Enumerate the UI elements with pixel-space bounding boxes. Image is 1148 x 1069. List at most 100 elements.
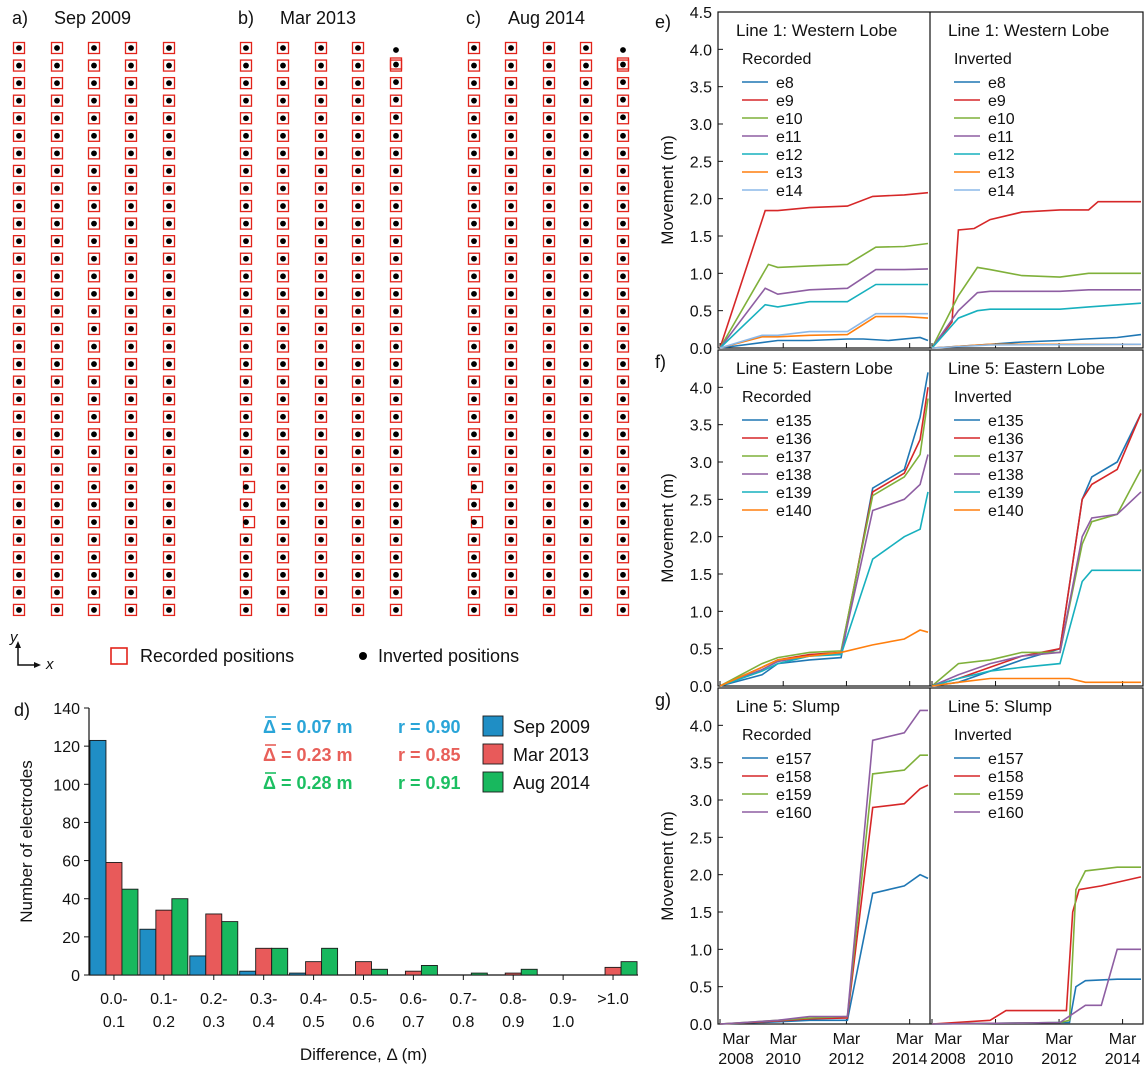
recorded-position-marker bbox=[542, 551, 556, 564]
recorded-position-marker bbox=[579, 586, 593, 599]
inverted-position-marker bbox=[128, 97, 134, 104]
recorded-position-marker bbox=[579, 112, 593, 125]
recorded-position-marker bbox=[124, 252, 138, 265]
subpanel-title: Line 1: Western Lobe bbox=[736, 21, 897, 40]
inverted-position-marker bbox=[355, 607, 361, 613]
movement-panels: e) 0.0 0.5 1.0 1.5 2.0 2.5 3.0 3.5 4.0 4.5 Movement… bbox=[655, 5, 1144, 1068]
recorded-position-marker bbox=[579, 515, 593, 529]
recorded-position-marker bbox=[542, 463, 556, 476]
recorded-position-marker bbox=[239, 375, 253, 388]
inverted-position-marker bbox=[471, 519, 477, 526]
inverted-position-marker bbox=[280, 220, 286, 227]
inverted-position-marker bbox=[583, 185, 589, 192]
recorded-position-marker bbox=[12, 129, 26, 142]
series-line-e8 bbox=[719, 336, 929, 349]
inverted-position-marker bbox=[91, 273, 97, 280]
x-tick-label: 0.6 bbox=[352, 1014, 374, 1031]
inverted-position-marker bbox=[166, 519, 172, 526]
histogram-bar bbox=[520, 968, 538, 976]
inverted-position-marker bbox=[508, 431, 514, 438]
recorded-position-marker bbox=[239, 357, 253, 371]
inverted-position-marker bbox=[471, 431, 477, 438]
inverted-position-marker bbox=[620, 571, 626, 578]
recorded-position-marker bbox=[467, 235, 481, 248]
inverted-position-marker bbox=[583, 501, 589, 508]
recorded-position-marker bbox=[239, 270, 253, 283]
inverted-position-marker bbox=[546, 238, 552, 245]
inverted-position-marker bbox=[16, 519, 22, 526]
recorded-position-marker bbox=[542, 533, 556, 546]
inverted-position-marker bbox=[508, 220, 514, 227]
inverted-position-marker bbox=[54, 308, 60, 315]
inverted-position-marker bbox=[166, 554, 172, 561]
axis-y-label: y bbox=[9, 629, 19, 646]
x-tick-label: 0.1 bbox=[103, 1014, 125, 1031]
subpanel-title: Line 5: Eastern Lobe bbox=[948, 359, 1105, 378]
recorded-position-marker bbox=[12, 603, 26, 617]
recorded-position-marker bbox=[124, 147, 138, 160]
subpanel-title: Line 5: Slump bbox=[948, 697, 1052, 716]
inverted-position-marker bbox=[54, 185, 60, 192]
recorded-position-marker bbox=[389, 182, 403, 195]
inverted-position-marker bbox=[508, 554, 514, 561]
inverted-marker-icon bbox=[359, 652, 367, 660]
inverted-position-marker bbox=[355, 466, 361, 473]
inverted-position-marker bbox=[471, 203, 477, 209]
inverted-position-marker bbox=[243, 168, 249, 174]
recorded-position-marker bbox=[50, 322, 64, 336]
inverted-position-marker bbox=[583, 361, 589, 367]
y-tick-label: 2.5 bbox=[690, 830, 712, 847]
map-panel-a-date: Sep 2009 bbox=[54, 8, 131, 28]
recorded-position-marker bbox=[276, 357, 290, 371]
recorded-position-marker bbox=[314, 147, 328, 160]
histogram-bar bbox=[321, 947, 339, 976]
legend-series-label: e11 bbox=[776, 129, 802, 146]
recorded-position-marker bbox=[124, 270, 138, 283]
recorded-position-marker bbox=[314, 428, 328, 441]
recorded-position-marker bbox=[124, 94, 138, 107]
inverted-position-marker bbox=[91, 466, 97, 473]
inverted-position-marker bbox=[280, 343, 286, 350]
inverted-position-marker bbox=[393, 378, 399, 385]
inverted-position-marker bbox=[318, 97, 324, 104]
inverted-position-marker bbox=[54, 378, 60, 385]
histogram-y-label: Number of electrodes bbox=[17, 760, 36, 923]
recorded-position-marker bbox=[239, 551, 253, 564]
inverted-position-marker bbox=[393, 448, 399, 455]
recorded-position-marker bbox=[87, 375, 101, 388]
inverted-position-marker bbox=[54, 45, 60, 51]
recorded-position-marker bbox=[87, 445, 101, 459]
inverted-position-marker bbox=[166, 607, 172, 613]
inverted-position-marker bbox=[54, 431, 60, 438]
recorded-position-marker bbox=[351, 41, 365, 55]
inverted-position-marker bbox=[16, 571, 22, 578]
inverted-position-marker bbox=[355, 62, 361, 69]
inverted-position-marker bbox=[54, 396, 60, 403]
recorded-position-marker bbox=[87, 586, 101, 599]
recorded-position-marker bbox=[87, 515, 101, 529]
inverted-position-marker bbox=[54, 519, 60, 526]
y-tick-label: 120 bbox=[53, 739, 80, 756]
recorded-position-marker bbox=[12, 375, 26, 388]
legend-recorded-label: Recorded positions bbox=[140, 646, 294, 666]
inverted-position-marker bbox=[583, 607, 589, 613]
recorded-position-marker bbox=[579, 59, 593, 72]
recorded-position-marker bbox=[50, 375, 64, 388]
histogram-x-label: Difference, Δ (m) bbox=[300, 1045, 427, 1064]
inverted-position-marker bbox=[355, 308, 361, 315]
recorded-position-marker bbox=[162, 463, 176, 476]
recorded-position-marker bbox=[314, 129, 328, 142]
inverted-position-marker bbox=[355, 150, 361, 157]
inverted-position-marker bbox=[508, 396, 514, 403]
recorded-position-marker bbox=[87, 357, 101, 371]
inverted-position-marker bbox=[355, 378, 361, 385]
inverted-position-marker bbox=[471, 536, 477, 543]
legend-inverted-label: Inverted positions bbox=[378, 646, 519, 666]
inverted-position-marker bbox=[91, 168, 97, 174]
recorded-position-marker bbox=[504, 94, 518, 107]
histogram-bar bbox=[139, 928, 157, 976]
recorded-position-marker bbox=[616, 410, 630, 423]
recorded-position-marker bbox=[162, 568, 176, 581]
legend-swatch bbox=[482, 743, 504, 765]
inverted-position-marker bbox=[546, 396, 552, 403]
